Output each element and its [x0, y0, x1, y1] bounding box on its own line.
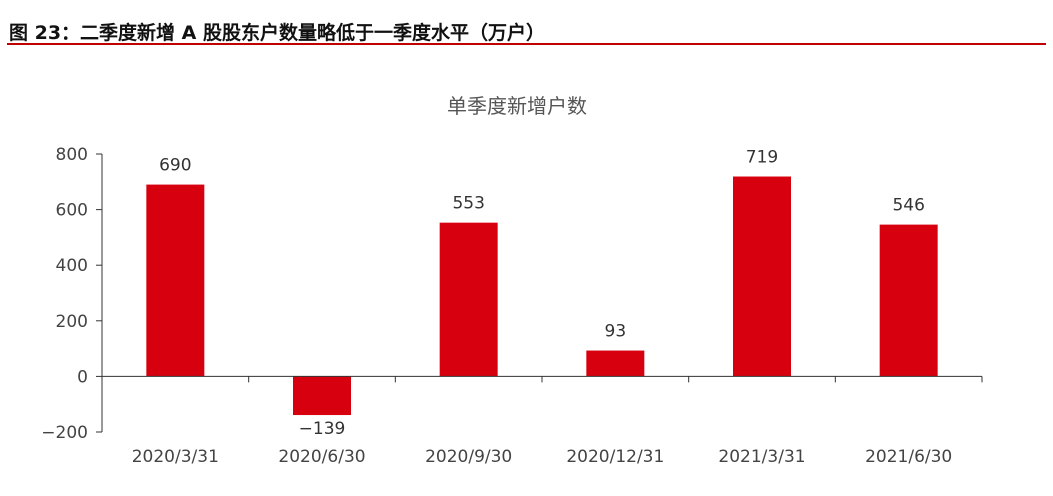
- y-tick-label: 200: [56, 312, 88, 332]
- data-label: 546: [892, 196, 924, 216]
- data-label: 93: [605, 322, 627, 342]
- title-rule: [7, 43, 1046, 45]
- bar: [733, 176, 791, 377]
- x-tick-label: 2020/12/31: [566, 447, 664, 467]
- x-tick-label: 2020/9/30: [425, 447, 512, 467]
- x-tick-label: 2021/6/30: [865, 447, 952, 467]
- data-label: 719: [746, 148, 778, 168]
- bar: [293, 376, 351, 416]
- bar: [879, 224, 938, 377]
- y-tick-label: 0: [77, 367, 88, 387]
- bar: [146, 184, 205, 377]
- bar: [586, 350, 645, 377]
- x-tick-label: 2021/3/31: [718, 447, 805, 467]
- data-label: 553: [452, 194, 484, 214]
- data-label: −139: [299, 419, 346, 439]
- x-tick-label: 2020/3/31: [132, 447, 219, 467]
- y-tick-label: 800: [56, 145, 88, 165]
- y-tick-label: 400: [56, 256, 88, 276]
- data-label: 690: [159, 156, 191, 176]
- y-tick-label: −200: [41, 423, 88, 443]
- figure-title: 图 23：二季度新增 A 股股东户数量略低于一季度水平（万户）: [9, 22, 545, 44]
- x-tick-label: 2020/6/30: [278, 447, 365, 467]
- bar: [439, 222, 498, 377]
- y-tick-label: 600: [56, 201, 88, 221]
- chart-title: 单季度新增户数: [447, 94, 587, 118]
